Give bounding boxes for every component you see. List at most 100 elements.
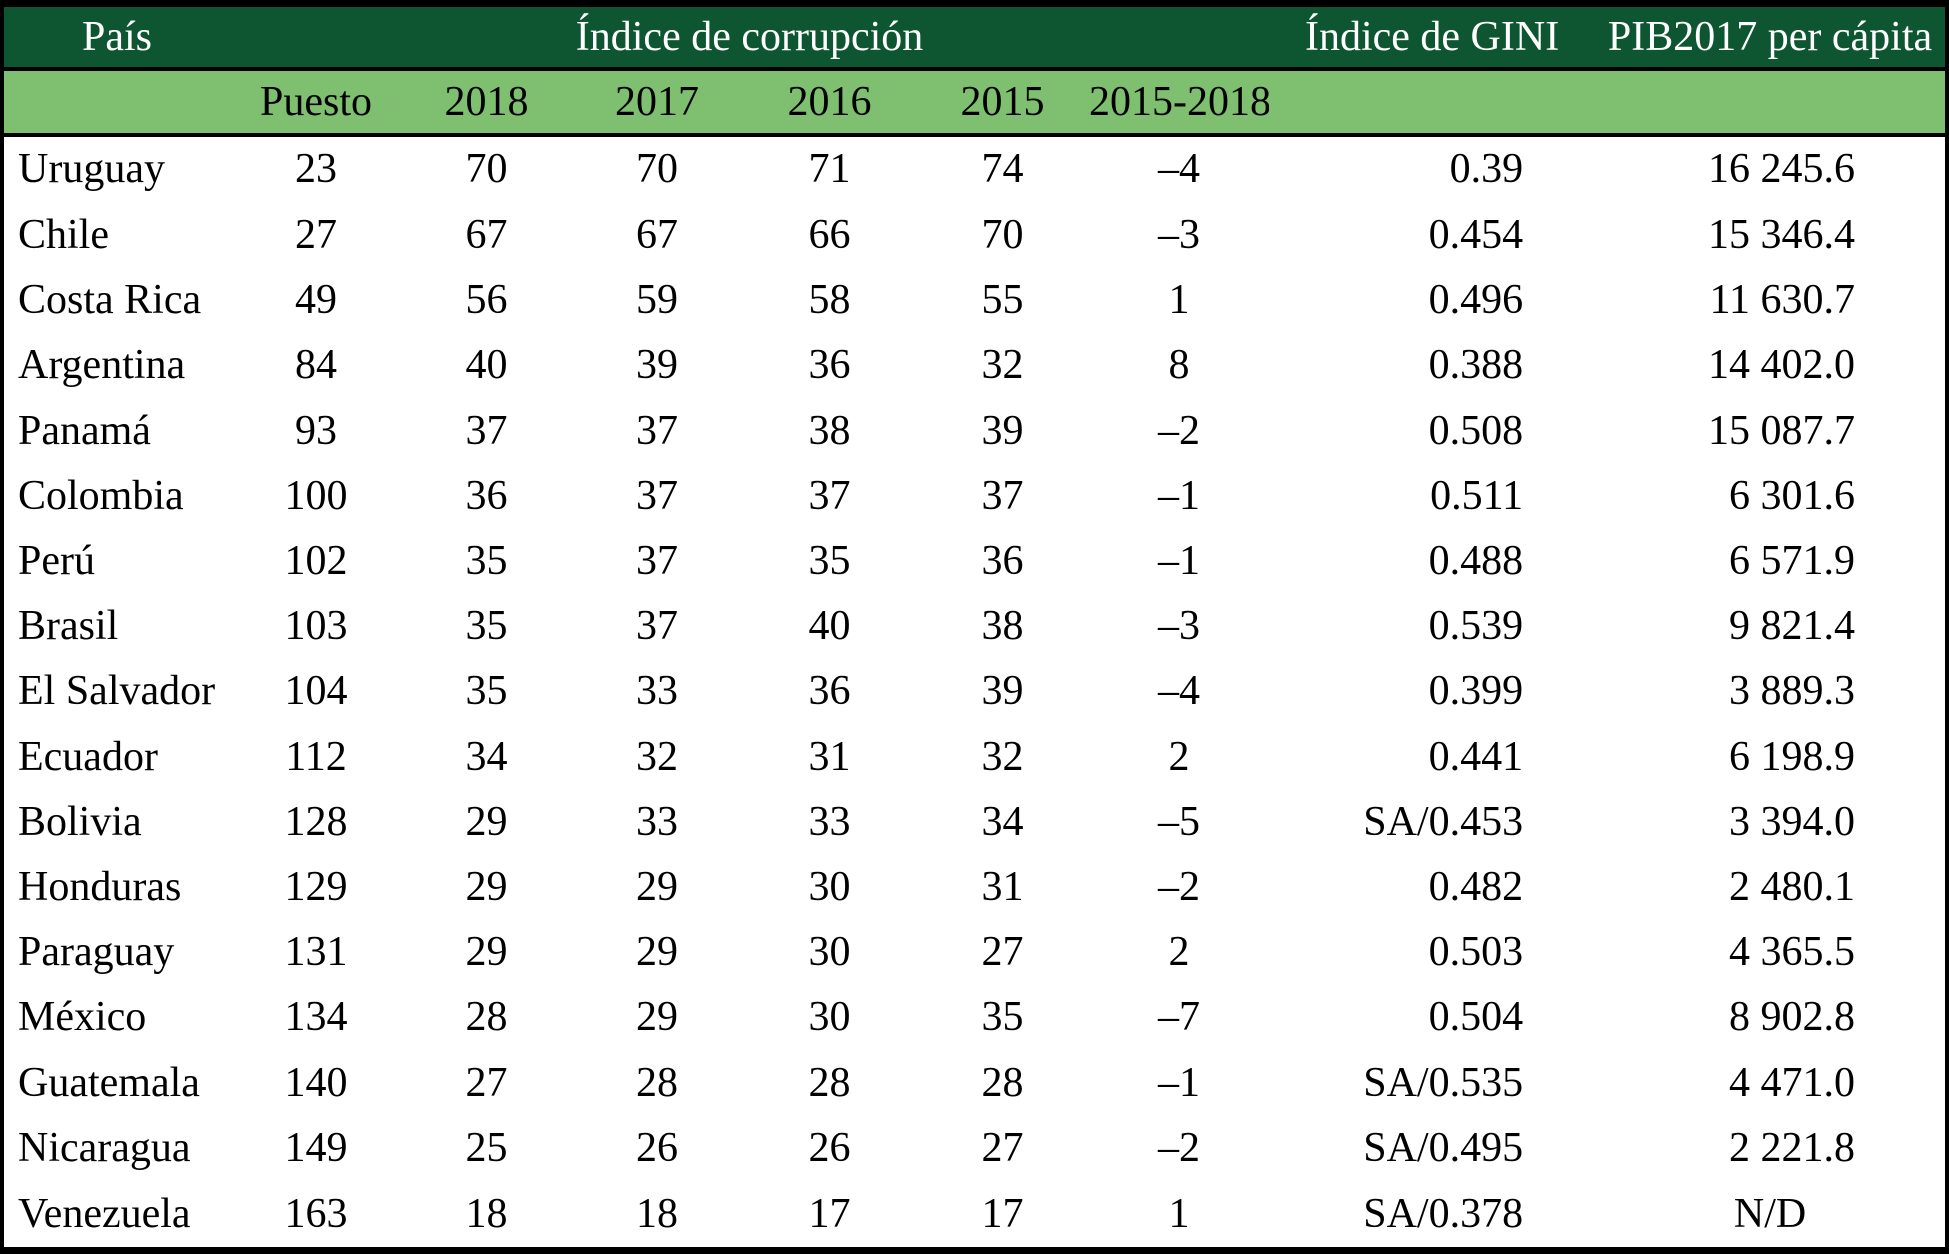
cell-2016: 40: [808, 603, 851, 650]
cell-2017: 26: [636, 1124, 678, 1171]
table-row: Bolivia 128 29 33 33 34 –5 SA/0.453 3 394.0: [2, 789, 1947, 854]
cell-2015-2018: 1: [1168, 1190, 1190, 1237]
cell-2015: 38: [981, 603, 1024, 650]
table-row: Perú 102 35 37 35 36 –1 0.488 6 571.9: [2, 528, 1947, 593]
subheader-2016: 2016: [743, 68, 916, 137]
cell-puesto: 84: [295, 342, 337, 389]
cell-2017: 70: [636, 146, 678, 193]
cell-puesto: 131: [284, 929, 348, 976]
cell-country: Panamá: [18, 407, 151, 454]
cell-gini: 0.539: [1428, 603, 1524, 650]
cell-2017: 28: [636, 1059, 678, 1106]
cell-puesto: 128: [284, 798, 348, 845]
cell-2015: 37: [981, 472, 1024, 519]
cell-2018: 35: [465, 668, 508, 715]
table-body: Uruguay 23 70 70 71 74 –4 0.39 16 245.6 Chile 27 67…: [2, 135, 1947, 1251]
table-row: México 134 28 29 30 35 –7 0.504 8 902.8: [2, 985, 1947, 1050]
table-row: Costa Rica 49 56 59 58 55 1 0.496 11 630.7: [2, 268, 1947, 333]
cell-2017: 29: [636, 929, 678, 976]
cell-2015-2018: 2: [1168, 929, 1190, 976]
cell-2017: 29: [636, 994, 678, 1041]
cell-country: Costa Rica: [18, 277, 202, 324]
cell-2015: 36: [981, 538, 1024, 585]
cell-puesto: 102: [284, 538, 348, 585]
cell-2018: 67: [465, 212, 508, 259]
header-indice-gini: Índice de GINI: [1269, 3, 1596, 71]
cell-gini: 0.504: [1428, 994, 1524, 1041]
cell-country: El Salvador: [18, 668, 216, 715]
cell-puesto: 103: [284, 603, 348, 650]
cell-puesto: 93: [295, 407, 337, 454]
table-row: Chile 27 67 67 66 70 –3 0.454 15 346.4: [2, 202, 1947, 267]
cell-gini: SA/0.378: [1363, 1190, 1524, 1237]
cell-2017: 29: [636, 864, 678, 911]
cell-puesto: 23: [295, 146, 337, 193]
cell-2018: 29: [465, 798, 508, 845]
cell-2017: 39: [636, 342, 678, 389]
cell-country: Ecuador: [18, 733, 158, 780]
cell-2015: 31: [981, 864, 1024, 911]
cell-country: Nicaragua: [18, 1124, 191, 1171]
cell-2016: 36: [808, 668, 851, 715]
cell-gini: SA/0.453: [1363, 798, 1524, 845]
cell-gini: 0.496: [1428, 277, 1524, 324]
cell-gini: 0.39: [1449, 146, 1524, 193]
table-row: Guatemala 140 27 28 28 28 –1 SA/0.535 4 471.0: [2, 1050, 1947, 1115]
header-row-sub: Puesto 2018 2017 2016 2015 2015-2018: [2, 68, 1947, 137]
subheader-2015: 2015: [916, 68, 1089, 137]
cell-2015-2018: –3: [1158, 603, 1201, 650]
cell-gini: 0.511: [1430, 472, 1524, 519]
cell-country: Uruguay: [18, 146, 165, 193]
cell-2017: 32: [636, 733, 678, 780]
cell-2016: 31: [808, 733, 851, 780]
cell-2015-2018: 2: [1168, 733, 1190, 780]
cell-2015: 17: [981, 1190, 1024, 1237]
cell-2017: 33: [636, 668, 678, 715]
header-indice-corrupcion: Índice de corrupción: [230, 3, 1270, 71]
table-row: Uruguay 23 70 70 71 74 –4 0.39 16 245.6: [2, 135, 1947, 203]
cell-gini: SA/0.495: [1363, 1124, 1524, 1171]
table-row: Ecuador 112 34 32 31 32 2 0.441 6 198.9: [2, 724, 1947, 789]
cell-2017: 18: [636, 1190, 678, 1237]
cell-2017: 67: [636, 212, 678, 259]
subheader-2017: 2017: [571, 68, 743, 137]
cell-2016: 26: [808, 1124, 851, 1171]
cell-pib: 6 198.9: [1729, 733, 1855, 780]
subheader-2015-2018: 2015-2018: [1089, 68, 1270, 137]
cell-2018: 25: [465, 1124, 508, 1171]
cell-2016: 71: [808, 146, 851, 193]
cell-2015-2018: –2: [1158, 407, 1201, 454]
cell-2018: 27: [465, 1059, 508, 1106]
subheader-empty-pib: [1595, 68, 1947, 137]
cell-2015: 27: [981, 929, 1024, 976]
cell-2017: 59: [636, 277, 678, 324]
cell-2015-2018: –7: [1158, 994, 1201, 1041]
header-pais: País: [2, 3, 230, 71]
cell-gini: 0.388: [1428, 342, 1524, 389]
cell-2017: 37: [636, 538, 678, 585]
cell-2015-2018: –5: [1158, 798, 1201, 845]
cell-2018: 34: [465, 733, 508, 780]
cell-2018: 28: [465, 994, 508, 1041]
cell-2016: 35: [808, 538, 851, 585]
cell-2015-2018: –2: [1158, 864, 1201, 911]
cell-country: Brasil: [18, 603, 119, 650]
table-row: Honduras 129 29 29 30 31 –2 0.482 2 480.1: [2, 854, 1947, 919]
cell-2015: 35: [981, 994, 1024, 1041]
cell-2016: 58: [808, 277, 851, 324]
cell-2015: 32: [981, 733, 1024, 780]
cell-pib: 15 087.7: [1708, 407, 1855, 454]
cell-country: Perú: [18, 538, 95, 585]
cell-2015: 28: [981, 1059, 1024, 1106]
subheader-empty-gini: [1269, 68, 1596, 137]
cell-2015: 27: [981, 1124, 1024, 1171]
cell-country: México: [18, 994, 147, 1041]
cell-2015-2018: –2: [1158, 1124, 1201, 1171]
cell-country: Argentina: [18, 342, 186, 389]
cell-2015: 70: [981, 212, 1024, 259]
cell-puesto: 49: [295, 277, 337, 324]
header-pib-per-capita: PIB2017 per cápita: [1595, 3, 1947, 71]
cell-2016: 33: [808, 798, 851, 845]
cell-2015: 74: [981, 146, 1024, 193]
cell-pib: 16 245.6: [1708, 146, 1855, 193]
